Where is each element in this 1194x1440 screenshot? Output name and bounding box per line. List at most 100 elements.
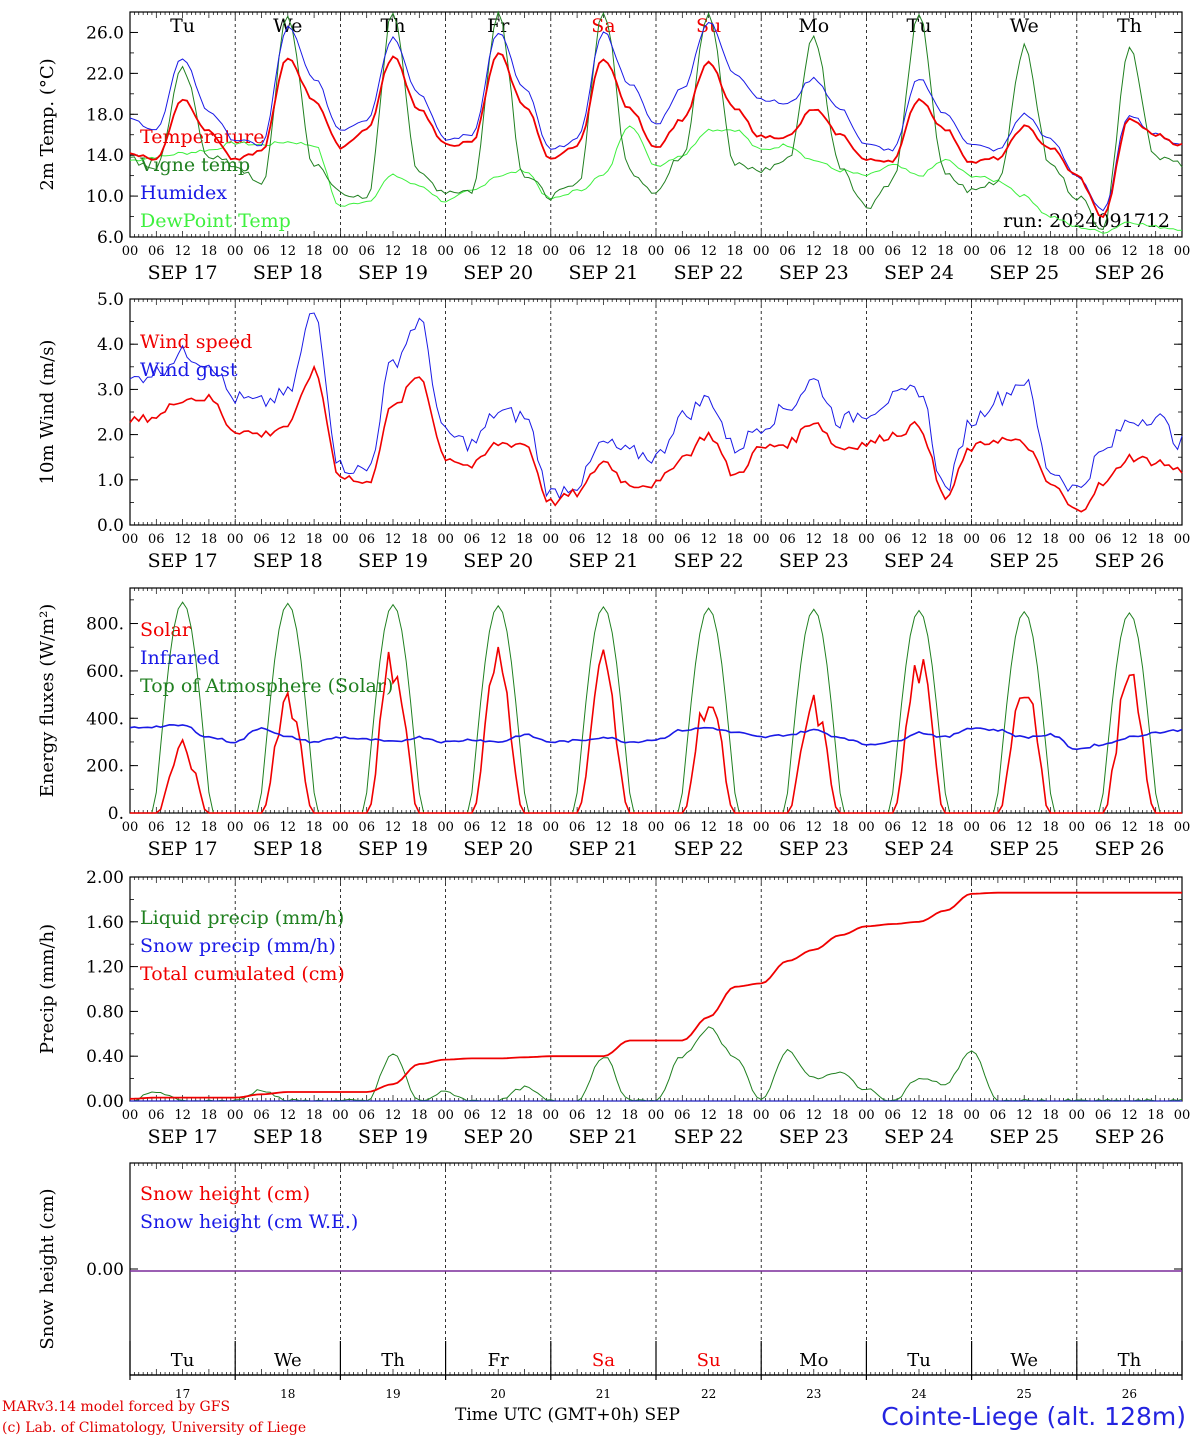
hour-label: 06	[990, 820, 1007, 835]
series-line-dewpoint-temp	[129, 125, 1183, 234]
day-number: 26	[1122, 1387, 1137, 1401]
y-tick-label: 800.	[86, 615, 124, 635]
hour-label: 12	[595, 1108, 612, 1123]
hour-label: 18	[201, 244, 218, 259]
y-tick-label: 3.0	[97, 380, 124, 400]
hour-label: 18	[306, 1108, 323, 1123]
weekday-label: Tu	[907, 15, 932, 37]
hour-label: 18	[306, 820, 323, 835]
date-label: SEP 19	[358, 262, 428, 284]
hour-label: 06	[148, 820, 165, 835]
hour-label: 06	[1095, 820, 1112, 835]
hour-label: 18	[727, 1108, 744, 1123]
hour-label: 00	[648, 244, 665, 259]
y-tick-label: 22.0	[86, 64, 124, 84]
hour-label: 12	[174, 244, 191, 259]
hour-label: 18	[1042, 532, 1059, 547]
hour-label: 12	[1121, 1108, 1138, 1123]
y-tick-label: 1.20	[86, 958, 124, 978]
hour-label: 12	[595, 244, 612, 259]
hour-label: 18	[201, 820, 218, 835]
legend-entry: Temperature	[140, 126, 264, 148]
panel-4: 0.00 0.40 0.80 1.20 1.60 2.00 Precip (mm/h) 00 0…	[37, 868, 1190, 1148]
hour-label: 00	[753, 820, 770, 835]
hour-label: 06	[358, 1108, 375, 1123]
date-label: SEP 25	[989, 262, 1059, 284]
hour-label: 06	[674, 820, 691, 835]
day-number: 17	[175, 1387, 190, 1401]
hour-label: 06	[674, 1108, 691, 1123]
y-tick-label: 0.0	[97, 516, 124, 536]
hour-label: 06	[674, 532, 691, 547]
hour-label: 18	[1147, 820, 1164, 835]
legend-entry: Vigne temp	[139, 154, 250, 176]
hour-label: 06	[884, 820, 901, 835]
hour-label: 00	[437, 532, 454, 547]
hour-label: 06	[253, 1108, 270, 1123]
panel-2: 0.0 1.0 2.0 3.0 4.0 5.0 10m Wind (m/s) 00 06 12 18…	[37, 290, 1190, 572]
hour-label: 12	[1016, 532, 1033, 547]
hour-label: 18	[1042, 244, 1059, 259]
hour-label: 06	[779, 532, 796, 547]
date-label: SEP 17	[148, 262, 218, 284]
hour-label: 18	[621, 244, 638, 259]
hour-label: 12	[280, 244, 297, 259]
hour-label: 12	[1016, 820, 1033, 835]
date-label: SEP 24	[884, 838, 954, 860]
legend-entry: Humidex	[140, 182, 227, 204]
weekday-label: Mo	[798, 15, 829, 37]
run-label: run: 2024091712	[1003, 210, 1170, 232]
hour-label: 00	[963, 1108, 980, 1123]
weekday-label: Tu	[171, 1350, 195, 1371]
hour-label: 00	[1174, 820, 1191, 835]
hour-label: 00	[648, 532, 665, 547]
hour-label: 00	[1069, 1108, 1086, 1123]
hour-label: 12	[1016, 244, 1033, 259]
weekday-label: Mo	[799, 1350, 828, 1371]
hour-label: 12	[1121, 532, 1138, 547]
hour-label: 06	[779, 1108, 796, 1123]
y-axis-title: Precip (mm/h)	[37, 924, 58, 1054]
hour-label: 12	[385, 244, 402, 259]
hour-label: 00	[753, 244, 770, 259]
hour-label: 00	[858, 1108, 875, 1123]
legend-entry: Wind gust	[140, 359, 238, 381]
series-line-wind-speed	[129, 364, 1183, 513]
panel-3: 0. 200. 400. 600. 800. Energy fluxes (W/m²) 00…	[37, 587, 1191, 860]
hour-label: 00	[227, 1108, 244, 1123]
date-label: SEP 17	[148, 838, 218, 860]
date-label: SEP 25	[989, 838, 1059, 860]
hour-label: 12	[490, 244, 507, 259]
panel-frame	[129, 587, 1183, 814]
legend-entry: Wind speed	[140, 331, 252, 353]
hour-label: 00	[858, 820, 875, 835]
hour-label: 06	[464, 1108, 481, 1123]
legend-entry: Solar	[140, 619, 192, 641]
hour-label: 06	[1095, 1108, 1112, 1123]
y-tick-label: 600.	[86, 662, 124, 682]
hour-label: 06	[253, 532, 270, 547]
hour-label: 00	[1069, 532, 1086, 547]
day-number: 23	[806, 1387, 821, 1401]
date-label: SEP 20	[463, 262, 533, 284]
model-credit: MARv3.14 model forced by GFS	[2, 1399, 231, 1415]
hour-label: 00	[1069, 820, 1086, 835]
hour-label: 12	[280, 820, 297, 835]
hour-label: 00	[543, 532, 560, 547]
hour-label: 00	[648, 820, 665, 835]
hour-label: 00	[963, 244, 980, 259]
hour-label: 12	[700, 532, 717, 547]
hour-label: 06	[884, 532, 901, 547]
hour-label: 00	[858, 532, 875, 547]
weekday-label: Th	[1117, 15, 1142, 37]
hour-label: 00	[543, 820, 560, 835]
y-tick-label: 0.40	[86, 1047, 124, 1067]
date-label: SEP 24	[884, 550, 954, 572]
date-label: SEP 26	[1094, 262, 1164, 284]
hour-label: 18	[832, 244, 849, 259]
hour-label: 18	[937, 820, 954, 835]
hour-label: 12	[280, 1108, 297, 1123]
time-axis-label: Time UTC (GMT+0h) SEP	[455, 1405, 680, 1425]
y-tick-label: 400.	[86, 709, 124, 729]
hour-label: 06	[148, 244, 165, 259]
